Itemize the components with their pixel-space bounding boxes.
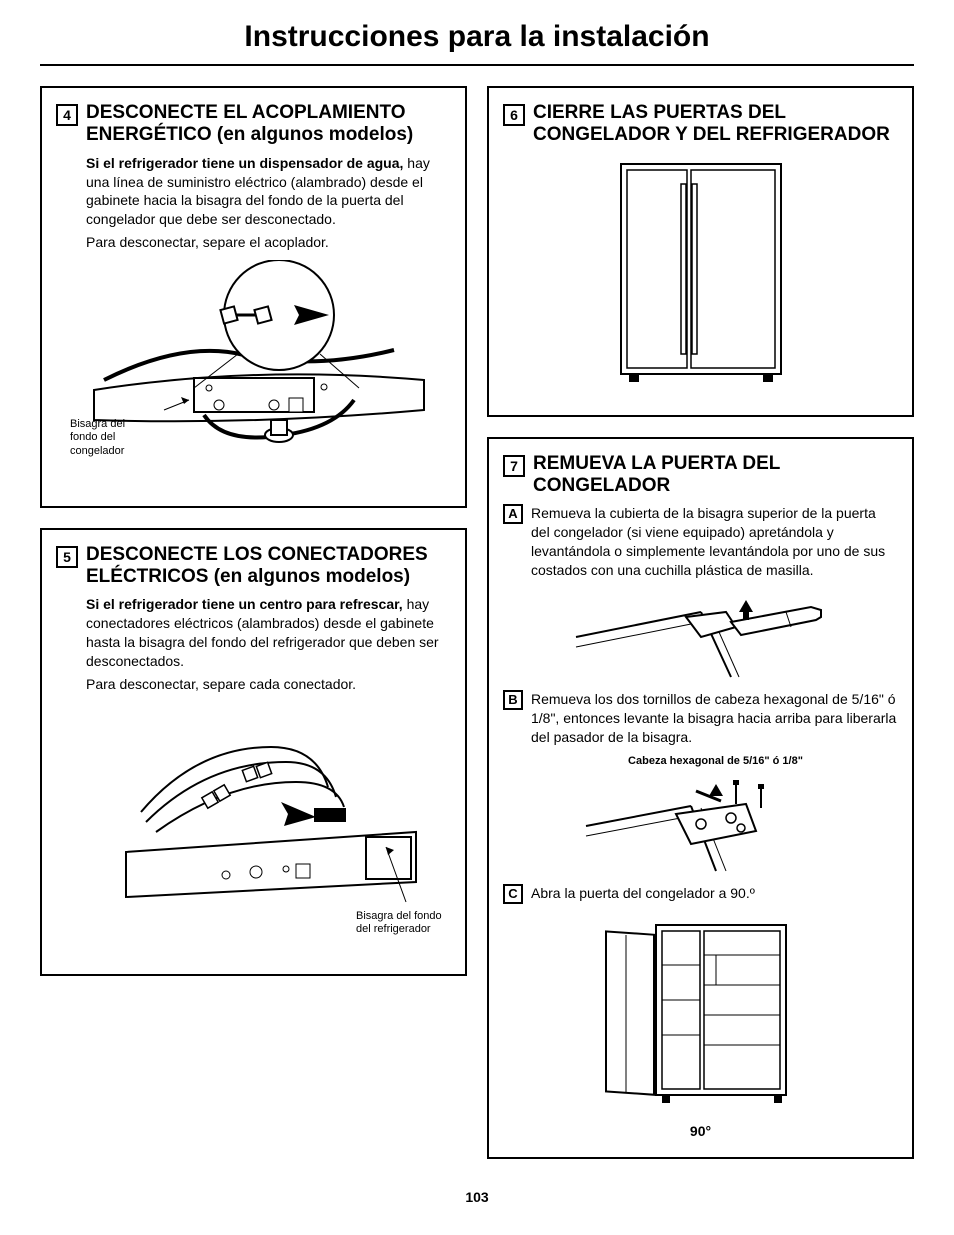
step-7c-text: Abra la puerta del congelador a 90.º [531,884,755,903]
step-4-title: DESCONECTE EL ACOPLAMIENTO ENERGÉTICO (e… [86,102,451,146]
step-7a-figure [571,592,831,682]
page-title: Instrucciones para la instalación [40,20,914,66]
step-7a-text: Remueva la cubierta de la bisagra superi… [531,504,898,580]
step-6-header: 6 CIERRE LAS PUERTAS DEL CONGELADOR Y DE… [503,102,898,146]
step-4-box: 4 DESCONECTE EL ACOPLAMIENTO ENERGÉTICO … [40,86,467,508]
step-7-number: 7 [503,455,525,477]
step-4-p1: Si el refrigerador tiene un dispensador … [86,154,451,230]
step-5-figure-label: Bisagra del fondo del refrigerador [356,910,446,936]
step-4-header: 4 DESCONECTE EL ACOPLAMIENTO ENERGÉTICO … [56,102,451,146]
step-7b-label: B [503,690,523,710]
step-7-box: 7 REMUEVA LA PUERTA DEL CONGELADOR A Rem… [487,437,914,1159]
step-6-number: 6 [503,104,525,126]
step-5-header: 5 DESCONECTE LOS CONECTADORES ELÉCTRICOS… [56,544,451,588]
step-6-box: 6 CIERRE LAS PUERTAS DEL CONGELADOR Y DE… [487,86,914,417]
step-7c-figure [586,915,816,1115]
step-7c-angle: 90° [503,1123,898,1139]
step-4-number: 4 [56,104,78,126]
step-4-figure-label: Bisagra del fondo del congelador [70,418,150,458]
step-6-figure [601,154,801,389]
step-7a-label: A [503,504,523,524]
step-5-number: 5 [56,546,78,568]
right-column: 6 CIERRE LAS PUERTAS DEL CONGELADOR Y DE… [487,86,914,1159]
step-5-title: DESCONECTE LOS CONECTADORES ELÉCTRICOS (… [86,544,451,588]
step-7-header: 7 REMUEVA LA PUERTA DEL CONGELADOR [503,453,898,497]
step-7b-figure [581,776,821,876]
step-7b-caption: Cabeza hexagonal de 5/16" ó 1/8" [533,755,898,768]
step-5-p1: Si el refrigerador tiene un centro para … [86,595,451,671]
page-number: 103 [40,1189,914,1205]
step-7a-row: A Remueva la cubierta de la bisagra supe… [503,504,898,584]
step-5-p2: Para desconectar, separe cada conectador… [86,675,451,694]
step-7-title: REMUEVA LA PUERTA DEL CONGELADOR [533,453,898,497]
step-7c-label: C [503,884,523,904]
columns: 4 DESCONECTE EL ACOPLAMIENTO ENERGÉTICO … [40,86,914,1159]
step-5-p1-bold: Si el refrigerador tiene un centro para … [86,596,403,612]
step-7b-row: B Remueva los dos tornillos de cabeza he… [503,690,898,751]
step-6-title: CIERRE LAS PUERTAS DEL CONGELADOR Y DEL … [533,102,898,146]
step-4-p1-bold: Si el refrigerador tiene un dispensador … [86,155,403,171]
step-4-p2: Para desconectar, separe el acoplador. [86,233,451,252]
step-7b-text: Remueva los dos tornillos de cabeza hexa… [531,690,898,747]
step-7c-row: C Abra la puerta del congelador a 90.º [503,884,898,907]
left-column: 4 DESCONECTE EL ACOPLAMIENTO ENERGÉTICO … [40,86,467,1159]
step-5-figure [86,702,446,932]
step-5-box: 5 DESCONECTE LOS CONECTADORES ELÉCTRICOS… [40,528,467,977]
